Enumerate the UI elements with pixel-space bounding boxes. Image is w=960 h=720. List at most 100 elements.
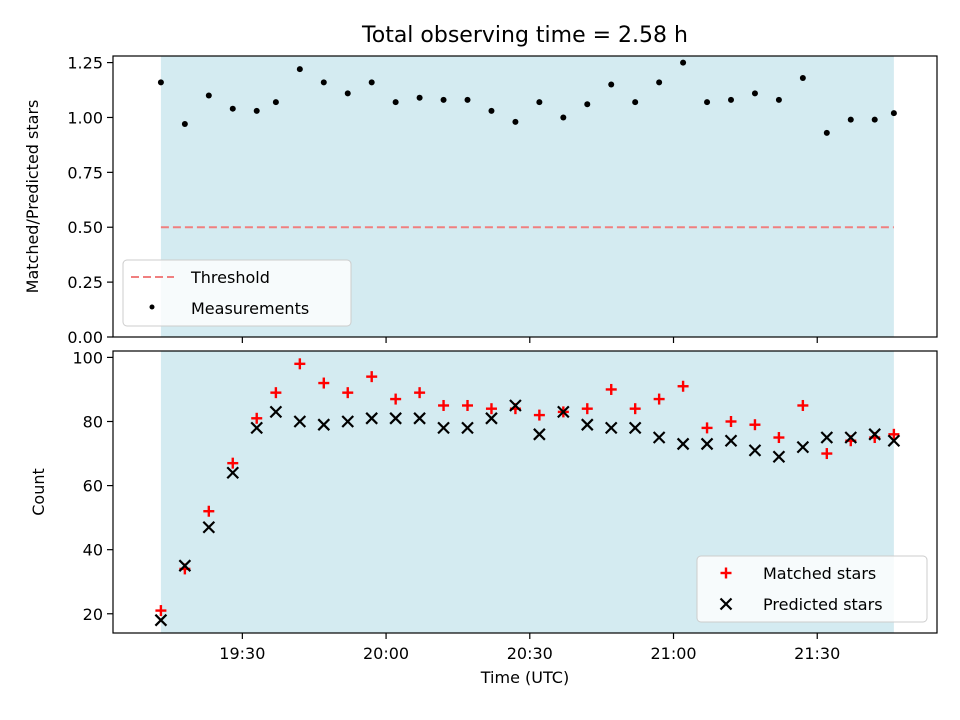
measurement-point	[728, 96, 734, 103]
predicted-star-point	[437, 421, 450, 435]
predicted-star-point	[887, 434, 901, 448]
measurement-point	[775, 96, 782, 103]
measurement-point	[272, 99, 279, 106]
legend-matched-swatch	[720, 567, 732, 579]
predicted-star-point	[628, 421, 642, 435]
x-tick-label: 20:00	[363, 644, 409, 663]
matched-star-point	[203, 505, 215, 517]
predicted-star-point	[772, 450, 786, 464]
matched-star-point	[888, 428, 900, 440]
x-tick-label: 20:30	[507, 644, 553, 663]
predicted-star-point	[509, 399, 522, 412]
predicted-star-point	[293, 415, 307, 428]
measurement-point	[536, 99, 543, 106]
measurement-point	[584, 101, 591, 108]
matched-star-point	[155, 605, 167, 617]
predicted-star-point	[226, 466, 240, 480]
predicted-star-point	[676, 437, 690, 451]
matched-star-point	[677, 380, 689, 392]
matched-star-point	[485, 403, 497, 415]
legend: Matched stars Predicted stars	[696, 555, 928, 623]
matched-star-point	[725, 416, 737, 427]
legend-predicted-swatch	[719, 597, 733, 611]
matched-star-point	[270, 387, 282, 399]
matched-star-point	[251, 412, 263, 424]
y-tick-label: 60	[83, 477, 103, 496]
measurement-point	[704, 99, 711, 106]
predicted-star-point	[557, 405, 570, 419]
measurement-point	[488, 107, 495, 114]
matched-star-point	[390, 393, 402, 405]
predicted-star-point	[533, 428, 546, 441]
y-tick-label: 0.50	[67, 218, 103, 237]
measurement-point	[608, 81, 615, 88]
predicted-star-point	[868, 428, 881, 441]
y-axis-label: Count	[29, 468, 48, 516]
measurement-point	[368, 79, 375, 86]
y-tick-label: 1.25	[67, 54, 103, 73]
predicted-star-point	[413, 412, 426, 425]
y-tick-label: 80	[83, 413, 103, 432]
legend-box	[122, 259, 352, 327]
legend-predicted-label: Predicted stars	[763, 595, 883, 614]
matched-star-point	[773, 432, 785, 444]
legend-threshold-label: Threshold	[190, 268, 270, 287]
matched-star-point	[701, 422, 713, 434]
predicted-star-point	[154, 613, 168, 627]
x-axis-label: Time (UTC)	[480, 668, 569, 687]
measurement-point	[656, 79, 663, 86]
matched-star-point	[797, 399, 809, 411]
predicted-star-point	[844, 431, 858, 444]
y-tick-label: 1.00	[67, 108, 103, 127]
measurement-point	[320, 79, 327, 86]
legend-measurement-label: Measurements	[191, 299, 309, 318]
measurement-point	[823, 129, 830, 136]
predicted-star-point	[178, 559, 192, 572]
matched-star-point	[533, 409, 545, 421]
matched-star-point	[342, 387, 354, 399]
predicted-star-point	[461, 421, 474, 435]
predicted-star-point	[796, 440, 810, 454]
measurement-point	[632, 99, 639, 106]
measurement-point	[440, 96, 447, 103]
predicted-star-point	[365, 412, 378, 425]
predicted-star-point	[724, 434, 738, 448]
x-tick-label: 21:30	[794, 644, 840, 663]
y-tick-label: 0.75	[67, 163, 103, 182]
matched-star-point	[629, 403, 641, 415]
measurement-point	[392, 99, 399, 106]
measurement-point	[296, 66, 303, 73]
measurement-point	[847, 116, 854, 123]
predicted-star-point	[341, 415, 355, 428]
y-tick-label: 0.25	[67, 273, 103, 292]
measurement-point	[157, 79, 164, 86]
measurement-point	[229, 105, 236, 112]
chart-title: Total observing time = 2.58 h	[361, 23, 688, 48]
measurement-point	[890, 110, 897, 117]
measurement-point	[464, 96, 471, 103]
measurement-point	[680, 59, 687, 66]
predicted-star-point	[250, 421, 263, 435]
matched-star-point	[605, 383, 617, 395]
measurement-point	[416, 94, 423, 101]
y-axis-label: Matched/Predicted stars	[23, 100, 42, 294]
y-tick-label: 40	[83, 541, 103, 560]
matched-star-point	[749, 419, 761, 431]
predicted-star-point	[317, 418, 331, 431]
count-panel: 20 40 60 80 100 19:30 20:00 20:30 21:00 21:30 Coun…	[29, 348, 938, 687]
predicted-star-point	[202, 520, 216, 534]
predicted-star-point	[485, 412, 498, 425]
y-tick-label: 100	[72, 348, 103, 367]
measurement-point	[512, 118, 519, 125]
matched-star-point	[462, 399, 474, 411]
x-tick-label: 19:30	[219, 644, 265, 663]
legend-measurement-swatch	[149, 304, 155, 310]
predicted-star-point	[581, 418, 594, 431]
legend-matched-label: Matched stars	[763, 564, 876, 583]
predicted-star-point	[604, 421, 618, 435]
matched-star-point	[438, 399, 450, 411]
predicted-star-point	[748, 444, 762, 457]
measurement-point	[205, 92, 212, 99]
measurement-point	[560, 114, 567, 121]
